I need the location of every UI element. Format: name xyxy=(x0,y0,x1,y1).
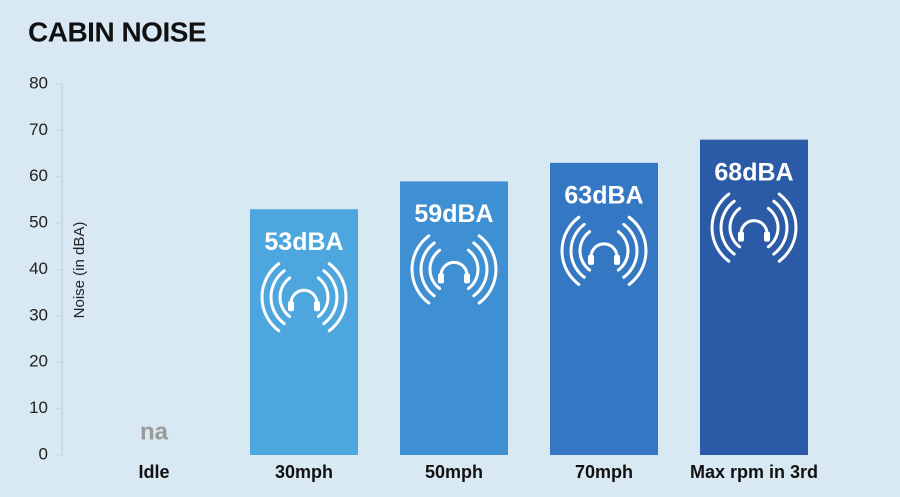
sound-wave xyxy=(269,269,286,326)
sound-wave xyxy=(728,206,742,249)
value-label: 68dBA xyxy=(714,158,793,186)
y-tick-label: 0 xyxy=(39,444,48,463)
value-label: 59dBA xyxy=(414,200,493,228)
sound-wave xyxy=(410,234,431,305)
ear-cup xyxy=(764,231,770,242)
sound-wave xyxy=(472,241,489,298)
chart-title: CABIN NOISE xyxy=(28,16,206,47)
sound-wave xyxy=(428,248,442,291)
sound-wave xyxy=(710,192,731,263)
ear-cup xyxy=(738,231,744,242)
sound-wave xyxy=(477,234,498,305)
y-tick-label: 70 xyxy=(29,120,48,139)
sound-wave xyxy=(316,276,330,318)
x-tick-label: Max rpm in 3rd xyxy=(690,462,818,482)
headband xyxy=(739,219,769,236)
sound-wave xyxy=(627,215,648,286)
headphone-icon xyxy=(710,192,798,263)
bar xyxy=(400,181,508,455)
headphone-icon xyxy=(560,215,648,286)
y-tick-label: 20 xyxy=(29,352,48,371)
y-tick-label: 50 xyxy=(29,213,48,232)
bar xyxy=(250,209,358,455)
y-tick-label: 60 xyxy=(29,166,48,185)
y-axis-label: Noise (in dBA) xyxy=(71,222,88,319)
value-label: na xyxy=(140,418,169,445)
sound-wave xyxy=(622,222,639,279)
sound-wave xyxy=(327,262,348,333)
x-tick-label: 70mph xyxy=(575,462,633,482)
y-tick-label: 10 xyxy=(29,398,48,417)
sound-wave xyxy=(278,276,292,318)
sound-wave xyxy=(560,215,581,286)
bar xyxy=(550,162,658,455)
headphone-icon xyxy=(410,234,498,305)
sound-wave xyxy=(260,262,281,333)
ear-cup xyxy=(588,254,594,265)
x-tick-label: Idle xyxy=(138,462,169,482)
sound-wave xyxy=(719,199,736,256)
sound-wave xyxy=(777,192,798,263)
sound-wave xyxy=(766,206,780,249)
ear-cup xyxy=(614,254,620,265)
headphone-icon xyxy=(260,262,348,333)
bar xyxy=(700,139,808,455)
sound-wave xyxy=(772,199,789,256)
sound-wave xyxy=(616,230,630,272)
x-tick-label: 30mph xyxy=(275,462,333,482)
sound-wave xyxy=(419,241,436,298)
ear-cup xyxy=(438,273,444,284)
y-tick-label: 40 xyxy=(29,259,48,278)
sound-wave xyxy=(322,269,339,326)
sound-wave xyxy=(578,230,592,272)
ear-cup xyxy=(464,273,470,284)
ear-cup xyxy=(314,301,320,312)
y-tick-label: 30 xyxy=(29,305,48,324)
value-label: 63dBA xyxy=(564,181,643,209)
headband xyxy=(289,288,319,305)
value-label: 53dBA xyxy=(264,228,343,256)
ear-cup xyxy=(288,301,294,312)
headband xyxy=(589,242,619,259)
x-tick-label: 50mph xyxy=(425,462,483,482)
y-tick-label: 80 xyxy=(29,73,48,92)
sound-wave xyxy=(569,222,586,279)
headband xyxy=(439,260,469,277)
sound-wave xyxy=(466,248,480,291)
